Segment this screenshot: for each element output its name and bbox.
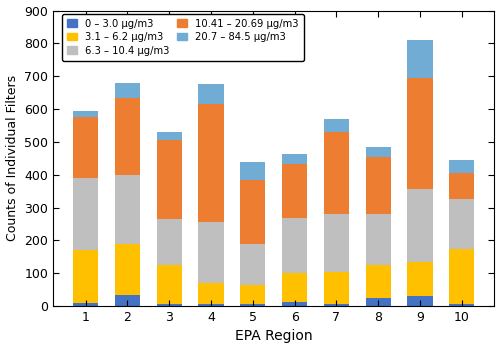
Bar (156, 132, 182, 140)
Bar (198, 283, 224, 304)
Bar (282, 273, 307, 302)
Bar (366, 147, 391, 157)
Bar (324, 272, 349, 304)
Bar (408, 78, 432, 190)
Bar (240, 162, 266, 180)
Bar (115, 295, 140, 306)
Bar (282, 302, 307, 306)
Bar (408, 40, 432, 78)
X-axis label: EPA Region: EPA Region (235, 329, 312, 343)
Bar (408, 296, 432, 306)
Bar (115, 83, 140, 98)
Bar (240, 180, 266, 244)
Bar (450, 304, 474, 306)
Bar (115, 175, 140, 244)
Bar (240, 244, 266, 285)
Bar (324, 304, 349, 306)
Bar (240, 285, 266, 304)
Bar (73, 111, 98, 117)
Bar (73, 178, 98, 250)
Bar (408, 190, 432, 262)
Bar (156, 304, 182, 306)
Bar (366, 214, 391, 265)
Bar (408, 262, 432, 296)
Bar (198, 222, 224, 283)
Bar (450, 248, 474, 304)
Bar (366, 298, 391, 306)
Bar (115, 98, 140, 175)
Bar (450, 173, 474, 199)
Bar (282, 154, 307, 164)
Bar (366, 265, 391, 298)
Bar (240, 304, 266, 306)
Bar (324, 119, 349, 132)
Y-axis label: Counts of Individual Filters: Counts of Individual Filters (6, 75, 18, 242)
Bar (366, 157, 391, 214)
Bar (282, 218, 307, 273)
Bar (450, 199, 474, 248)
Bar (198, 104, 224, 222)
Bar (450, 160, 474, 173)
Bar (324, 132, 349, 214)
Bar (324, 214, 349, 272)
Bar (198, 84, 224, 104)
Bar (73, 303, 98, 306)
Bar (156, 140, 182, 219)
Bar (282, 164, 307, 218)
Bar (73, 250, 98, 303)
Bar (115, 244, 140, 295)
Legend: 0 – 3.0 μg/m3, 3.1 – 6.2 μg/m3, 6.3 – 10.4 μg/m3, 10.41 – 20.69 μg/m3, 20.7 – 84: 0 – 3.0 μg/m3, 3.1 – 6.2 μg/m3, 6.3 – 10… (62, 14, 304, 60)
Bar (198, 304, 224, 306)
Bar (156, 265, 182, 304)
Bar (73, 117, 98, 178)
Bar (156, 219, 182, 265)
